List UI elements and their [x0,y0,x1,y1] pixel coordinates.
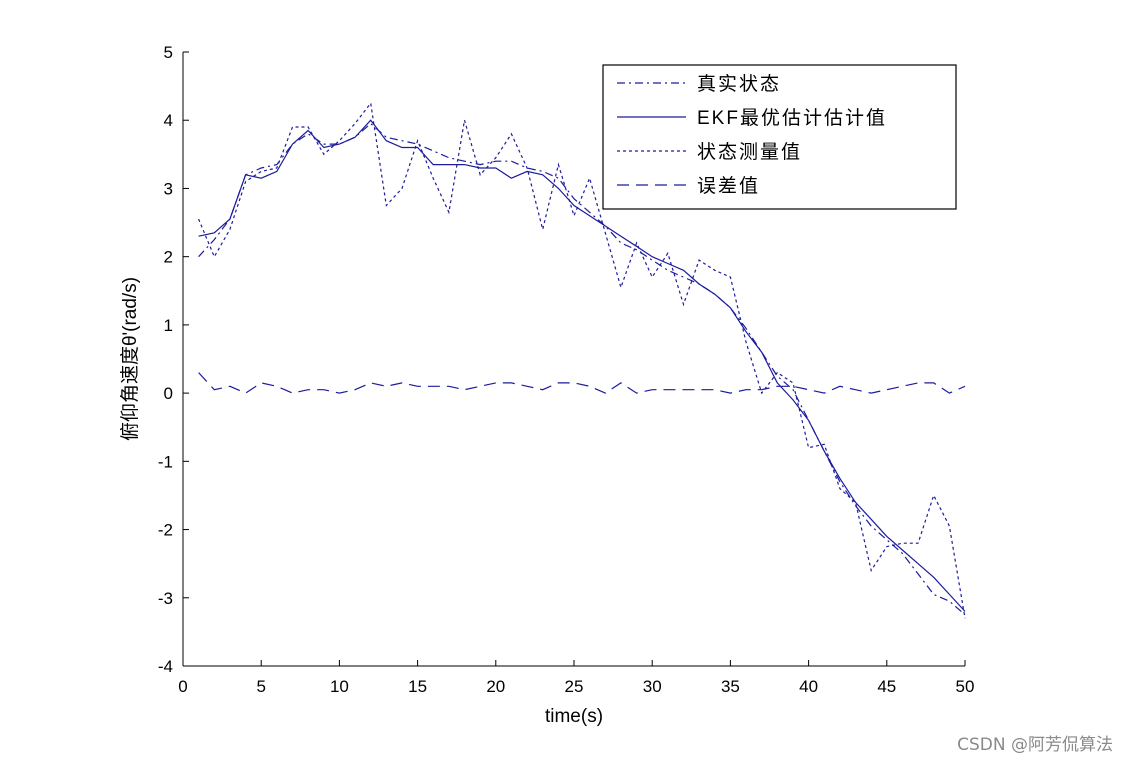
y-tick-label: -4 [158,657,173,676]
axes: 0 5 10 15 20 25 30 35 40 45 50-4-3-2-1012345time(s… [119,43,974,727]
legend-label-1: 真实状态 [697,73,781,95]
x-tick-label: 15 [408,677,427,696]
y-tick-label: 0 [164,384,173,403]
y-tick-label: 5 [164,43,173,62]
x-tick-label: 10 [330,677,349,696]
series-line-1 [198,122,966,616]
y-tick-label: 1 [164,316,173,335]
x-tick-label: 0 [178,677,187,696]
legend-label-2: EKF最优估计估计值 [697,107,887,129]
y-tick-label: 2 [164,248,173,267]
series-line-3 [198,101,966,619]
legend-label-4: 误差值 [697,175,760,197]
y-axis-label: 俯仰角速度θ'(rad/s) [119,277,141,441]
series-line-2 [198,119,966,612]
watermark-text: CSDN @阿芳侃算法 [957,735,1113,755]
x-tick-label: 35 [721,677,740,696]
y-tick-label: -2 [158,521,173,540]
y-tick-label: -1 [158,452,173,471]
x-tick-label: 40 [799,677,818,696]
y-tick-label: 4 [164,111,173,130]
x-tick-label: 20 [486,677,505,696]
series-lines [198,101,966,619]
x-tick-label: 45 [877,677,896,696]
x-axis-label: time(s) [545,706,603,727]
y-tick-label: -3 [158,589,173,608]
x-tick-label: 50 [956,677,975,696]
series-line-4 [198,372,966,394]
x-tick-label: 25 [565,677,584,696]
y-tick-label: 3 [164,179,173,198]
x-tick-label: 5 [256,677,265,696]
x-tick-label: 30 [643,677,662,696]
legend-label-3: 状态测量值 [697,141,802,163]
